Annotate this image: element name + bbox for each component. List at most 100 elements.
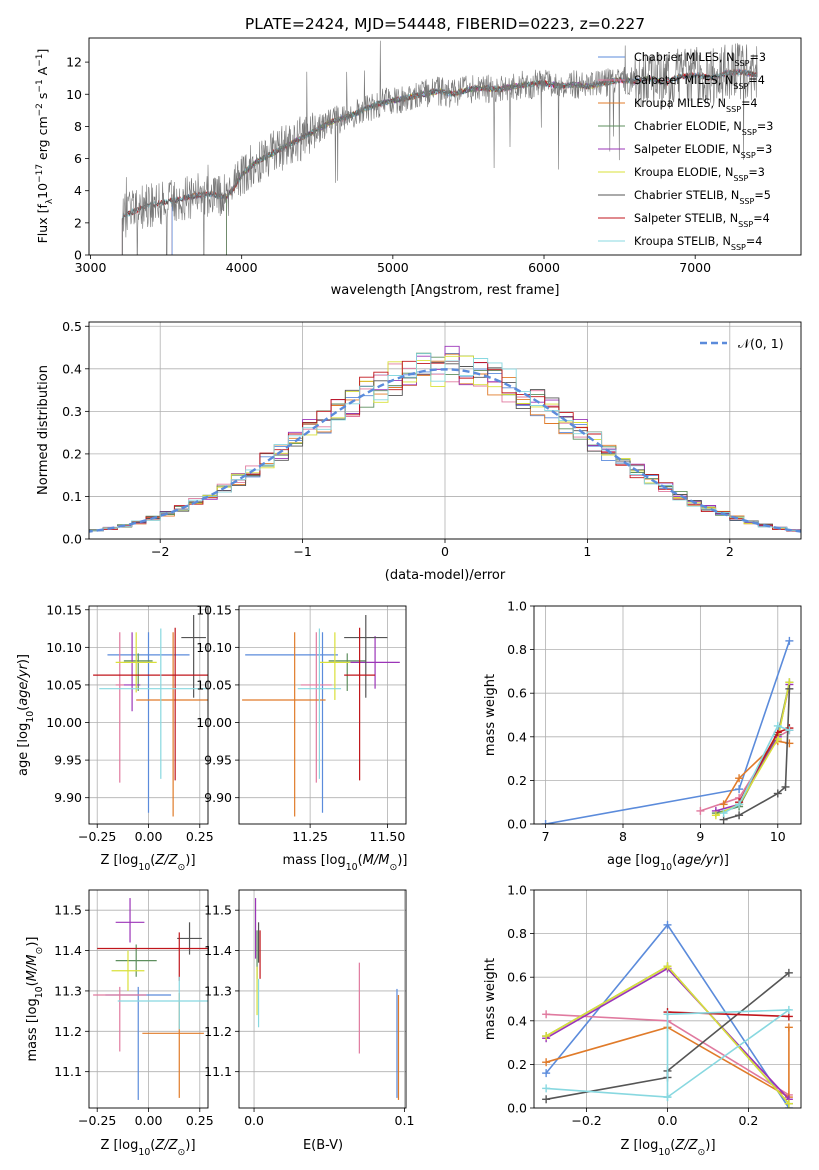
x-tick-label: −0.2 xyxy=(571,1113,601,1128)
errorbar-kroupa_miles xyxy=(136,632,208,817)
errorbar-chabrier_stelib xyxy=(181,615,206,698)
errorbar-salpeter_miles xyxy=(300,632,332,783)
y-tick-label: 10.05 xyxy=(46,677,82,692)
errorbar-salpeter_miles xyxy=(93,986,147,1052)
weight-marker-chabrier_stelib xyxy=(735,811,744,820)
y-tick-label: 10.00 xyxy=(196,715,232,730)
weight_vs_z-plot-area xyxy=(542,920,793,1108)
x-tick-label: 8 xyxy=(619,829,627,844)
y-tick-label: 0.1 xyxy=(62,489,82,504)
y-tick-label: 11.5 xyxy=(204,903,232,918)
weight-marker-chabrier_stelib xyxy=(781,782,790,791)
weight-marker-chabrier_miles xyxy=(541,820,550,824)
legend-label-kroupa_miles: Kroupa MILES, NSSP=4 xyxy=(634,97,758,114)
y-tick-label: 0.6 xyxy=(507,686,527,701)
weight_vs_age-axes: 7 8 9 10 0.0 0.2 0.4 0.6 0.8 1.0 xyxy=(507,599,801,844)
x-tick-label: 5000 xyxy=(377,260,409,275)
weight-marker-kroupa_stelib xyxy=(719,809,728,818)
errorbar-chabrier_stelib xyxy=(177,922,202,955)
residuals-plot-area xyxy=(89,345,801,534)
mass_vs_ebv-axes: 0.0 0.1 11.1 11.2 11.3 11.4 11.5 xyxy=(204,890,414,1128)
errorbar-salpeter_elodie xyxy=(115,898,145,943)
legend-label-kroupa_elodie: Kroupa ELODIE, NSSP=3 xyxy=(634,166,765,183)
y-tick-label: 11.1 xyxy=(204,1064,232,1079)
y-tick-label: 4 xyxy=(74,183,82,198)
y-tick-label: 0.2 xyxy=(507,1057,527,1072)
x-tick-label: 0.25 xyxy=(186,1113,214,1128)
weight-marker-kroupa_elodie xyxy=(542,1032,551,1041)
x-tick-label: 2 xyxy=(726,544,734,559)
y-tick-label: 2 xyxy=(74,215,82,230)
x-tick-label: 6000 xyxy=(528,260,560,275)
y-tick-label: 0.2 xyxy=(62,446,82,461)
age-vs-mass-xlabel: mass [log10(M/M⊙)] xyxy=(283,853,408,873)
errorbar-salpeter_stelib xyxy=(344,627,376,781)
x-tick-label: 0.00 xyxy=(135,1113,163,1128)
spectrum-axes: 3000 4000 5000 6000 7000 0 2 4 6 8 10 12 xyxy=(66,55,711,275)
weight-marker-kroupa_stelib xyxy=(773,721,782,730)
y-tick-label: 0.0 xyxy=(62,532,82,547)
x-tick-label: 10 xyxy=(770,829,786,844)
y-tick-label: 0 xyxy=(74,248,82,263)
mass_vs_z-plot-area xyxy=(93,898,208,1100)
errorbar-kroupa_miles xyxy=(242,632,326,817)
y-tick-label: 11.2 xyxy=(54,1024,82,1039)
weight-line-kroupa_miles xyxy=(722,740,790,805)
y-tick-label: 0.6 xyxy=(507,970,527,985)
x-tick-label: 7000 xyxy=(679,260,711,275)
weight-marker-kroupa_miles xyxy=(719,800,728,809)
x-tick-label: 7 xyxy=(542,829,550,844)
weight-marker-kroupa_stelib xyxy=(785,726,794,735)
age_vs_mass-axes: 11.25 11.50 9.90 9.95 10.00 10.05 10.10 10.15 xyxy=(196,602,406,844)
errorbar-kroupa_stelib xyxy=(297,628,342,779)
errorbar-chabrier_stelib xyxy=(344,615,388,698)
weight-line-chabrier_miles xyxy=(545,640,791,824)
age_vs_mass-plot-area xyxy=(242,615,400,817)
weight-marker-kroupa_stelib xyxy=(784,1005,793,1014)
y-tick-label: 9.90 xyxy=(54,790,82,805)
y-tick-label: 11.4 xyxy=(204,943,232,958)
x-tick-label: 3000 xyxy=(75,260,107,275)
y-tick-label: 0.5 xyxy=(62,319,82,334)
x-tick-label: 0.00 xyxy=(135,829,163,844)
y-tick-label: 10 xyxy=(66,87,82,102)
y-tick-label: 11.2 xyxy=(204,1024,232,1039)
weight-vs-age-ylabel: mass weight xyxy=(483,674,498,756)
y-tick-label: 0.4 xyxy=(62,361,82,376)
mass-vs-ebv-xlabel: E(B-V) xyxy=(303,1138,343,1153)
errorbar-chabrier_miles xyxy=(105,986,172,1100)
errorbar-chabrier_elodie xyxy=(115,944,157,977)
weight_vs_age-frame xyxy=(533,605,802,825)
weight-marker-chabrier_stelib xyxy=(773,789,782,798)
weight-line-kroupa_miles xyxy=(545,1026,790,1099)
y-tick-label: 0.4 xyxy=(507,1013,527,1028)
figure-title: PLATE=2424, MJD=54448, FIBERID=0223, z=0… xyxy=(245,15,645,33)
weight-line-kroupa_stelib xyxy=(723,724,790,814)
x-tick-label: 0 xyxy=(441,544,449,559)
y-tick-label: 10.15 xyxy=(196,602,232,617)
x-tick-label: 0.0 xyxy=(658,1113,678,1128)
y-tick-label: 11.4 xyxy=(54,943,82,958)
y-tick-label: 8 xyxy=(74,119,82,134)
observed-spectrum-line xyxy=(122,40,758,255)
x-tick-label: 11.50 xyxy=(370,829,406,844)
spectrum-frame xyxy=(88,37,802,256)
weight-marker-kroupa_stelib xyxy=(542,1084,551,1093)
weight_vs_z-axes: −0.2 0.0 0.2 0.0 0.2 0.4 0.6 0.8 1.0 xyxy=(507,883,801,1128)
mass-vs-z-ylabel: mass [log10(M/M⊙)] xyxy=(25,937,45,1062)
residuals-frame xyxy=(88,321,802,540)
y-tick-label: 1.0 xyxy=(507,883,527,898)
weight-marker-kroupa_elodie xyxy=(784,1099,793,1108)
legend-label-salpeter_elodie: Salpeter ELODIE, NSSP=3 xyxy=(634,143,772,160)
x-tick-label: 0.1 xyxy=(395,1113,415,1128)
x-tick-label: −2 xyxy=(151,544,169,559)
weight-marker-chabrier_miles xyxy=(785,636,794,645)
y-tick-label: 0.3 xyxy=(62,404,82,419)
age-vs-z-xlabel: Z [log10(Z/Z⊙)] xyxy=(100,853,195,873)
legend-label-chabrier_elodie: Chabrier ELODIE, NSSP=3 xyxy=(634,120,773,137)
weight-marker-salpeter_miles xyxy=(696,806,705,815)
y-tick-label: 0.0 xyxy=(507,1101,527,1116)
x-tick-label: 0.0 xyxy=(244,1113,264,1128)
weight-vs-z-xlabel: Z [log10(Z/Z⊙)] xyxy=(620,1138,715,1158)
